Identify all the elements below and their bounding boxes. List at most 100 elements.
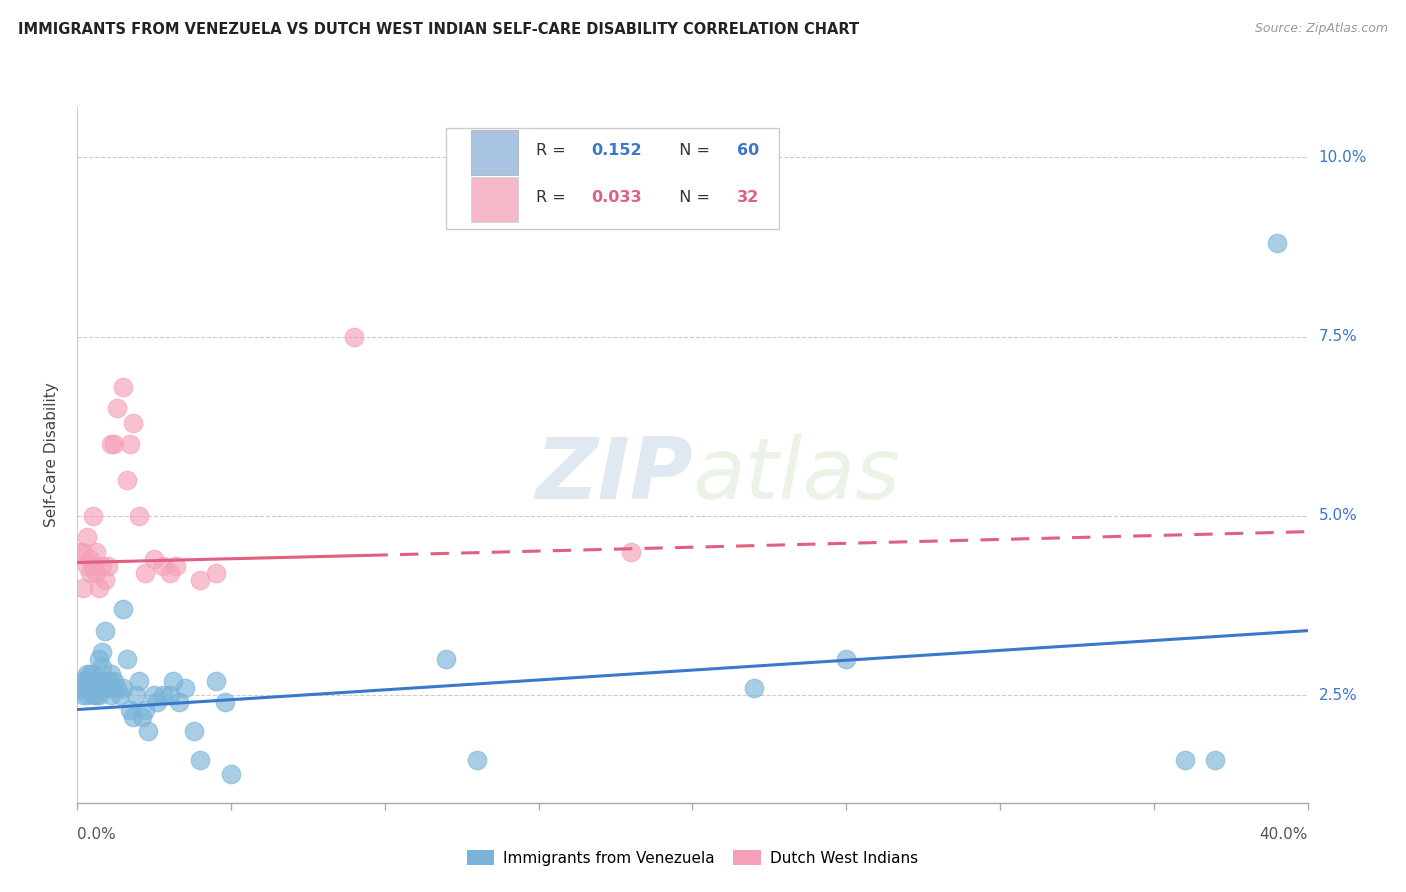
Point <box>79 666 101 681</box>
Point <box>219 767 242 781</box>
Point <box>343 329 366 343</box>
Point <box>69 545 91 559</box>
Point <box>214 695 236 709</box>
Point <box>159 688 181 702</box>
Text: 5.0%: 5.0% <box>1319 508 1357 524</box>
Point <box>162 673 184 688</box>
Point <box>174 681 197 695</box>
Point <box>115 652 138 666</box>
Point <box>97 673 120 688</box>
Point <box>97 681 120 695</box>
Point <box>152 559 174 574</box>
Text: 60: 60 <box>737 144 759 158</box>
Point <box>436 652 458 666</box>
Point <box>115 473 138 487</box>
Point <box>82 559 104 574</box>
Point <box>79 566 101 581</box>
Point <box>110 688 132 702</box>
Point <box>112 380 135 394</box>
Point <box>100 666 122 681</box>
Point <box>742 681 765 695</box>
Point <box>94 681 117 695</box>
Point <box>84 688 107 702</box>
Text: atlas: atlas <box>693 434 900 517</box>
Point <box>84 545 107 559</box>
Point <box>79 552 101 566</box>
Point <box>87 673 110 688</box>
Point <box>90 559 114 574</box>
Point <box>100 437 122 451</box>
Point <box>87 688 110 702</box>
Point <box>94 624 117 638</box>
Point <box>1174 753 1197 767</box>
Text: R =: R = <box>536 144 571 158</box>
Point <box>136 724 159 739</box>
Point <box>143 688 166 702</box>
Point <box>82 673 104 688</box>
Point <box>128 508 150 523</box>
Text: 7.5%: 7.5% <box>1319 329 1357 344</box>
Point <box>204 673 226 688</box>
Point <box>167 695 190 709</box>
Point <box>188 574 212 588</box>
Point <box>835 652 858 666</box>
Point <box>103 437 125 451</box>
Point <box>79 681 101 695</box>
Point <box>94 574 117 588</box>
Point <box>82 688 104 702</box>
Point <box>1265 236 1288 251</box>
Point <box>72 688 94 702</box>
Point <box>72 673 94 688</box>
Point <box>76 530 98 544</box>
Point <box>76 688 98 702</box>
Point <box>152 688 174 702</box>
Text: 0.152: 0.152 <box>592 144 643 158</box>
Point <box>620 545 643 559</box>
Point <box>90 645 114 659</box>
Text: 0.0%: 0.0% <box>77 827 117 842</box>
Point <box>82 666 104 681</box>
Point <box>121 416 143 430</box>
Point <box>103 673 125 688</box>
Point <box>134 702 156 716</box>
Point <box>87 681 110 695</box>
Point <box>87 652 110 666</box>
Point <box>72 545 94 559</box>
Point <box>87 581 110 595</box>
Point <box>84 673 107 688</box>
Text: 40.0%: 40.0% <box>1260 827 1308 842</box>
Point <box>125 688 148 702</box>
Point <box>90 659 114 673</box>
Point <box>112 602 135 616</box>
Point <box>134 566 156 581</box>
Point <box>121 710 143 724</box>
Text: N =: N = <box>669 190 716 205</box>
Legend: Immigrants from Venezuela, Dutch West Indians: Immigrants from Venezuela, Dutch West In… <box>461 844 924 871</box>
Point <box>1204 753 1226 767</box>
Text: N =: N = <box>669 144 716 158</box>
Point <box>84 681 107 695</box>
FancyBboxPatch shape <box>471 177 517 222</box>
Point <box>76 666 98 681</box>
Point <box>128 673 150 688</box>
Text: IMMIGRANTS FROM VENEZUELA VS DUTCH WEST INDIAN SELF-CARE DISABILITY CORRELATION : IMMIGRANTS FROM VENEZUELA VS DUTCH WEST … <box>18 22 859 37</box>
Point <box>69 681 91 695</box>
Point <box>105 401 128 416</box>
Text: R =: R = <box>536 190 571 205</box>
Point <box>165 559 187 574</box>
Point <box>143 552 166 566</box>
Point <box>465 753 488 767</box>
Text: 32: 32 <box>737 190 759 205</box>
Point <box>84 566 107 581</box>
Point <box>188 753 212 767</box>
Point <box>105 681 128 695</box>
Point <box>97 559 120 574</box>
Point <box>82 508 104 523</box>
Point <box>204 566 226 581</box>
Text: 2.5%: 2.5% <box>1319 688 1357 703</box>
Text: 10.0%: 10.0% <box>1319 150 1367 165</box>
Point <box>146 695 169 709</box>
Point <box>100 688 122 702</box>
Text: ZIP: ZIP <box>534 434 693 517</box>
FancyBboxPatch shape <box>447 128 779 229</box>
